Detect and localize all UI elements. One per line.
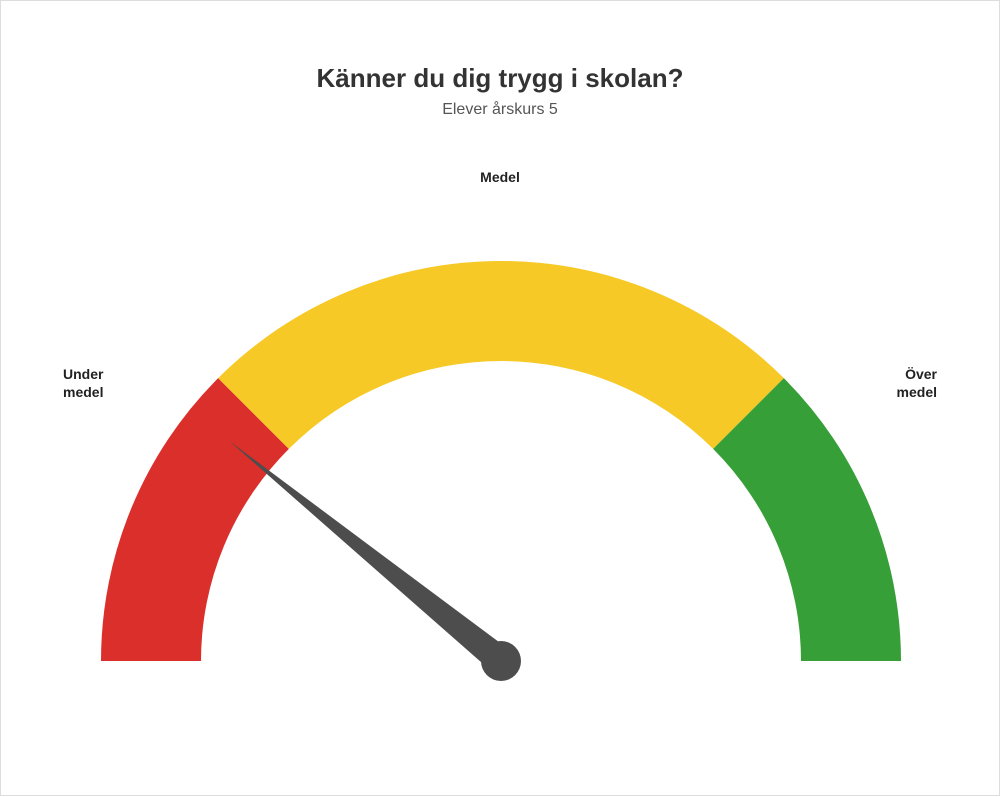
gauge-label-left: Under medel (63, 366, 103, 401)
gauge-needle (229, 441, 510, 672)
chart-title: Känner du dig trygg i skolan? (1, 63, 999, 94)
gauge-label-right: Över medel (897, 366, 937, 401)
gauge-hub (481, 641, 521, 681)
chart-frame: Känner du dig trygg i skolan? Elever års… (0, 0, 1000, 796)
chart-subtitle: Elever årskurs 5 (1, 101, 999, 119)
gauge-label-top: Medel (1, 169, 999, 187)
gauge-segment (218, 261, 784, 449)
gauge-chart (1, 1, 1000, 797)
